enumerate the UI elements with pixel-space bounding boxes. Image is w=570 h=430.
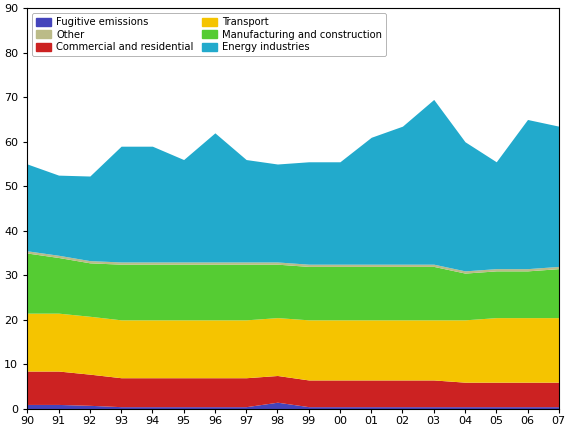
- Legend: Fugitive emissions, Other, Commercial and residential, Transport, Manufacturing : Fugitive emissions, Other, Commercial an…: [32, 13, 386, 56]
